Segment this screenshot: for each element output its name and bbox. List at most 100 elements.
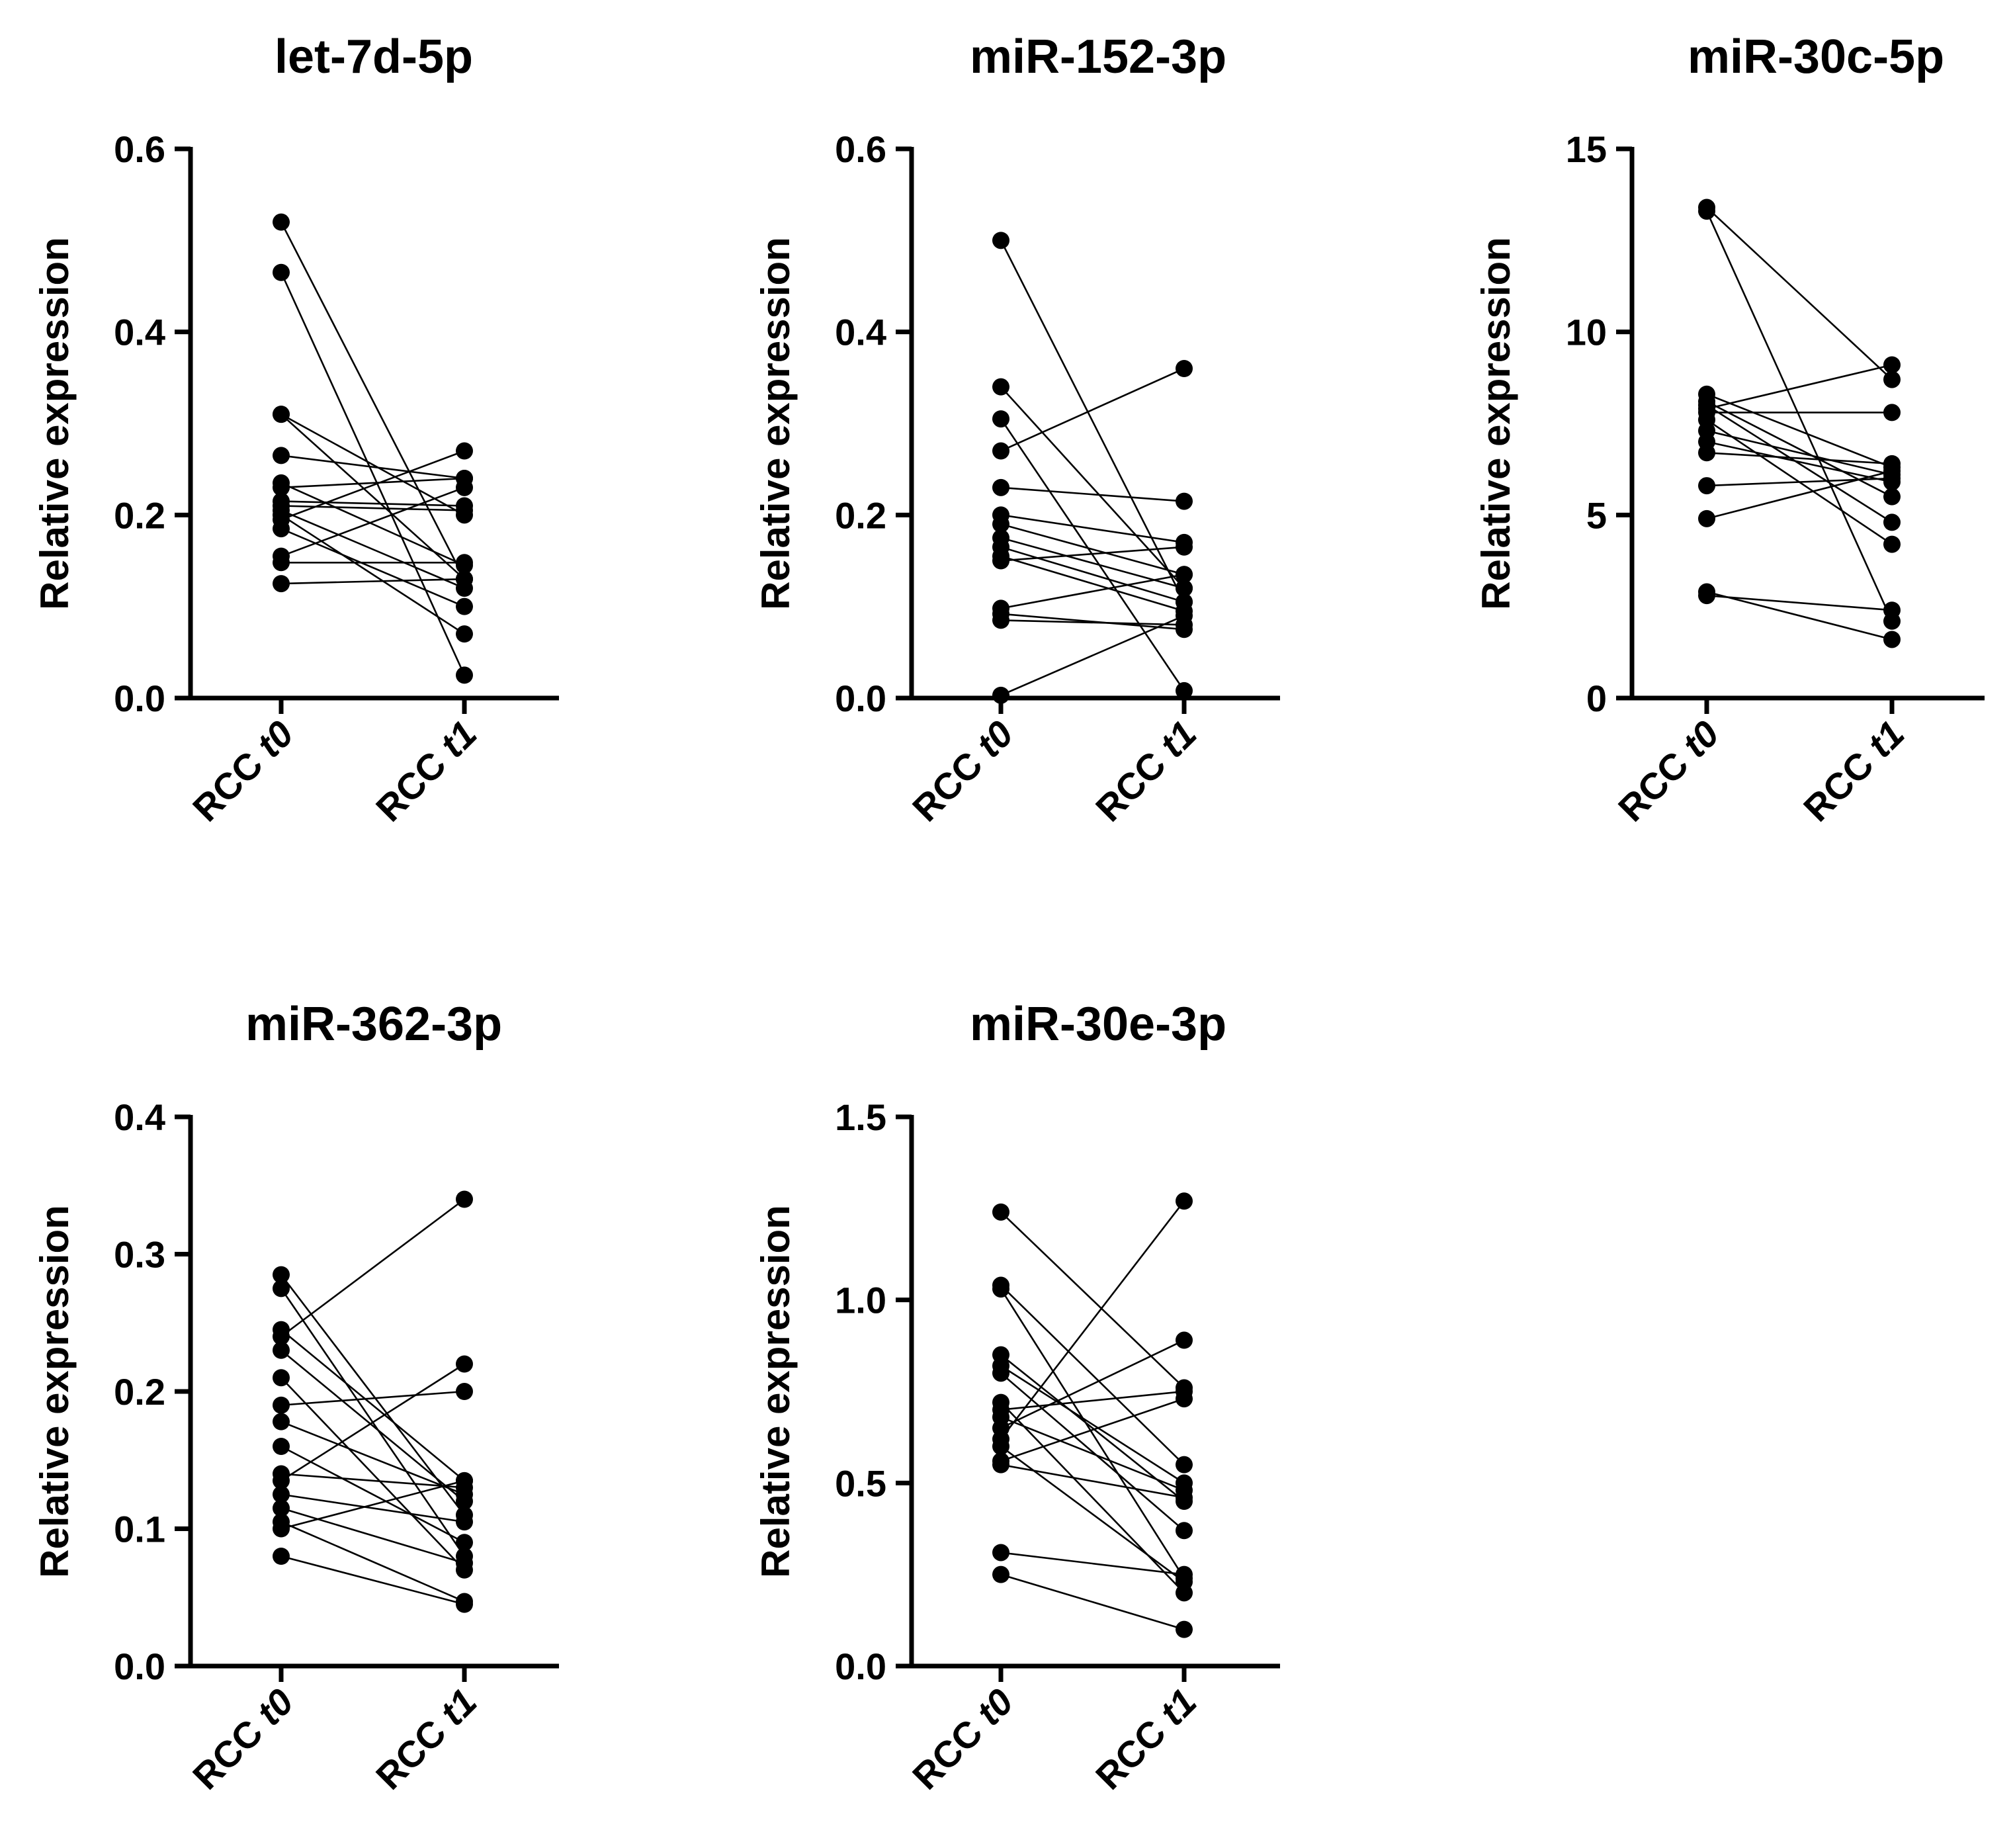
y-axis-label: Relative expression bbox=[753, 237, 798, 610]
point-t0 bbox=[992, 478, 1009, 496]
point-t0 bbox=[273, 520, 290, 538]
pair-line bbox=[1000, 1416, 1185, 1491]
point-t0 bbox=[273, 1472, 290, 1489]
pair-line bbox=[1000, 613, 1185, 631]
chart-title: miR-30c-5p bbox=[1688, 30, 1944, 83]
y-tick-label: 10 bbox=[1566, 312, 1607, 353]
point-t0 bbox=[1698, 202, 1715, 220]
chart-title: miR-30e-3p bbox=[970, 998, 1226, 1051]
pair-line bbox=[1000, 1397, 1185, 1462]
point-t1 bbox=[456, 1595, 473, 1613]
pair-line bbox=[280, 1421, 465, 1495]
point-t1 bbox=[1176, 682, 1193, 699]
pair-line bbox=[280, 1390, 465, 1407]
point-t0 bbox=[273, 447, 290, 464]
y-tick-label: 0 bbox=[1586, 678, 1607, 719]
pair-line bbox=[1000, 555, 1185, 612]
point-t1 bbox=[1176, 492, 1193, 510]
pair-line bbox=[1000, 1339, 1185, 1429]
point-t1 bbox=[1176, 1489, 1193, 1507]
y-tick-label: 0.2 bbox=[114, 1371, 165, 1413]
pair-line bbox=[1000, 1211, 1185, 1389]
pair-line bbox=[280, 509, 465, 590]
pair-line bbox=[1000, 523, 1185, 576]
pair-line bbox=[280, 1274, 466, 1516]
point-t0 bbox=[273, 406, 290, 423]
pair-line bbox=[1000, 1200, 1185, 1440]
point-t1 bbox=[1176, 566, 1193, 584]
pair-line bbox=[1706, 429, 1893, 476]
point-t0 bbox=[992, 1364, 1009, 1382]
point-t0 bbox=[273, 575, 290, 593]
panel-mir-30e-3p: miR-30e-3p Relative expression 0.0 0.5 1.0 1.… bbox=[753, 998, 1280, 1797]
pair-line bbox=[280, 414, 465, 516]
point-t0 bbox=[992, 410, 1009, 428]
data-points bbox=[992, 1192, 1193, 1638]
point-t0 bbox=[992, 232, 1009, 249]
pair-line bbox=[1705, 210, 1893, 622]
pair-line bbox=[280, 1473, 465, 1489]
pair-line bbox=[1000, 386, 1185, 589]
point-t1 bbox=[456, 570, 473, 588]
y-tick-label: 0.0 bbox=[114, 678, 165, 719]
point-t1 bbox=[456, 554, 473, 572]
point-t1 bbox=[1883, 356, 1901, 374]
x-category-label: RCC t1 bbox=[1088, 1681, 1205, 1798]
pair-line bbox=[1000, 240, 1185, 603]
pair-line bbox=[1706, 594, 1893, 611]
point-t1 bbox=[1176, 360, 1193, 377]
point-t1 bbox=[1176, 580, 1193, 597]
point-t0 bbox=[273, 213, 290, 231]
pair-line bbox=[280, 527, 465, 607]
panel-mir-152-3p: miR-152-3p Relative expression 0.0 0.2 0.4 0.… bbox=[753, 30, 1280, 829]
pair-line bbox=[280, 486, 465, 557]
point-t0 bbox=[273, 263, 290, 281]
pair-lines bbox=[1705, 206, 1893, 640]
pair-line bbox=[280, 1198, 465, 1338]
pair-line bbox=[1000, 537, 1185, 590]
point-t1 bbox=[456, 478, 473, 496]
pair-line bbox=[1706, 393, 1893, 468]
x-category-label: RCC t1 bbox=[368, 1681, 485, 1798]
point-t0 bbox=[273, 1328, 290, 1345]
pair-line bbox=[280, 1493, 465, 1523]
point-t1 bbox=[1176, 1192, 1193, 1210]
point-t1 bbox=[1176, 1620, 1193, 1638]
point-t1 bbox=[1883, 371, 1901, 388]
pair-line bbox=[1000, 486, 1185, 502]
pair-line bbox=[280, 1377, 465, 1571]
point-t1 bbox=[456, 597, 473, 615]
pair-line bbox=[1000, 1284, 1185, 1466]
pair-line bbox=[1000, 1552, 1185, 1575]
pair-line bbox=[1000, 615, 1185, 697]
panel-let-7d-5p: let-7d-5p Relative expression 0.0 0.2 0.4 0.6… bbox=[32, 30, 559, 829]
y-axis-label: Relative expression bbox=[32, 1205, 77, 1578]
point-t1 bbox=[456, 442, 473, 460]
point-t0 bbox=[1698, 587, 1715, 605]
point-t0 bbox=[992, 378, 1009, 396]
chart-title: let-7d-5p bbox=[275, 30, 473, 83]
data-points bbox=[992, 232, 1193, 704]
pair-lines bbox=[280, 222, 466, 676]
point-t1 bbox=[456, 1513, 473, 1531]
point-t0 bbox=[273, 1520, 290, 1538]
point-t0 bbox=[992, 1456, 1009, 1474]
pair-line bbox=[280, 578, 465, 585]
y-tick-label: 0.5 bbox=[835, 1462, 886, 1504]
y-tick-label: 0.6 bbox=[835, 128, 886, 170]
pair-lines bbox=[1000, 240, 1185, 697]
point-t0 bbox=[273, 1413, 290, 1430]
point-t0 bbox=[273, 554, 290, 572]
pair-line bbox=[1000, 1445, 1185, 1583]
point-t1 bbox=[456, 1554, 473, 1572]
pair-line bbox=[1706, 441, 1893, 483]
point-t1 bbox=[456, 625, 473, 643]
x-category-label: RCC t1 bbox=[368, 713, 485, 830]
point-t1 bbox=[1883, 535, 1901, 553]
pair-line bbox=[280, 1555, 465, 1605]
pair-line bbox=[1706, 364, 1893, 410]
pair-line bbox=[1706, 404, 1893, 523]
x-category-label: RCC t1 bbox=[1795, 713, 1912, 830]
point-t0 bbox=[273, 1548, 290, 1565]
chart-title: miR-152-3p bbox=[970, 30, 1226, 83]
